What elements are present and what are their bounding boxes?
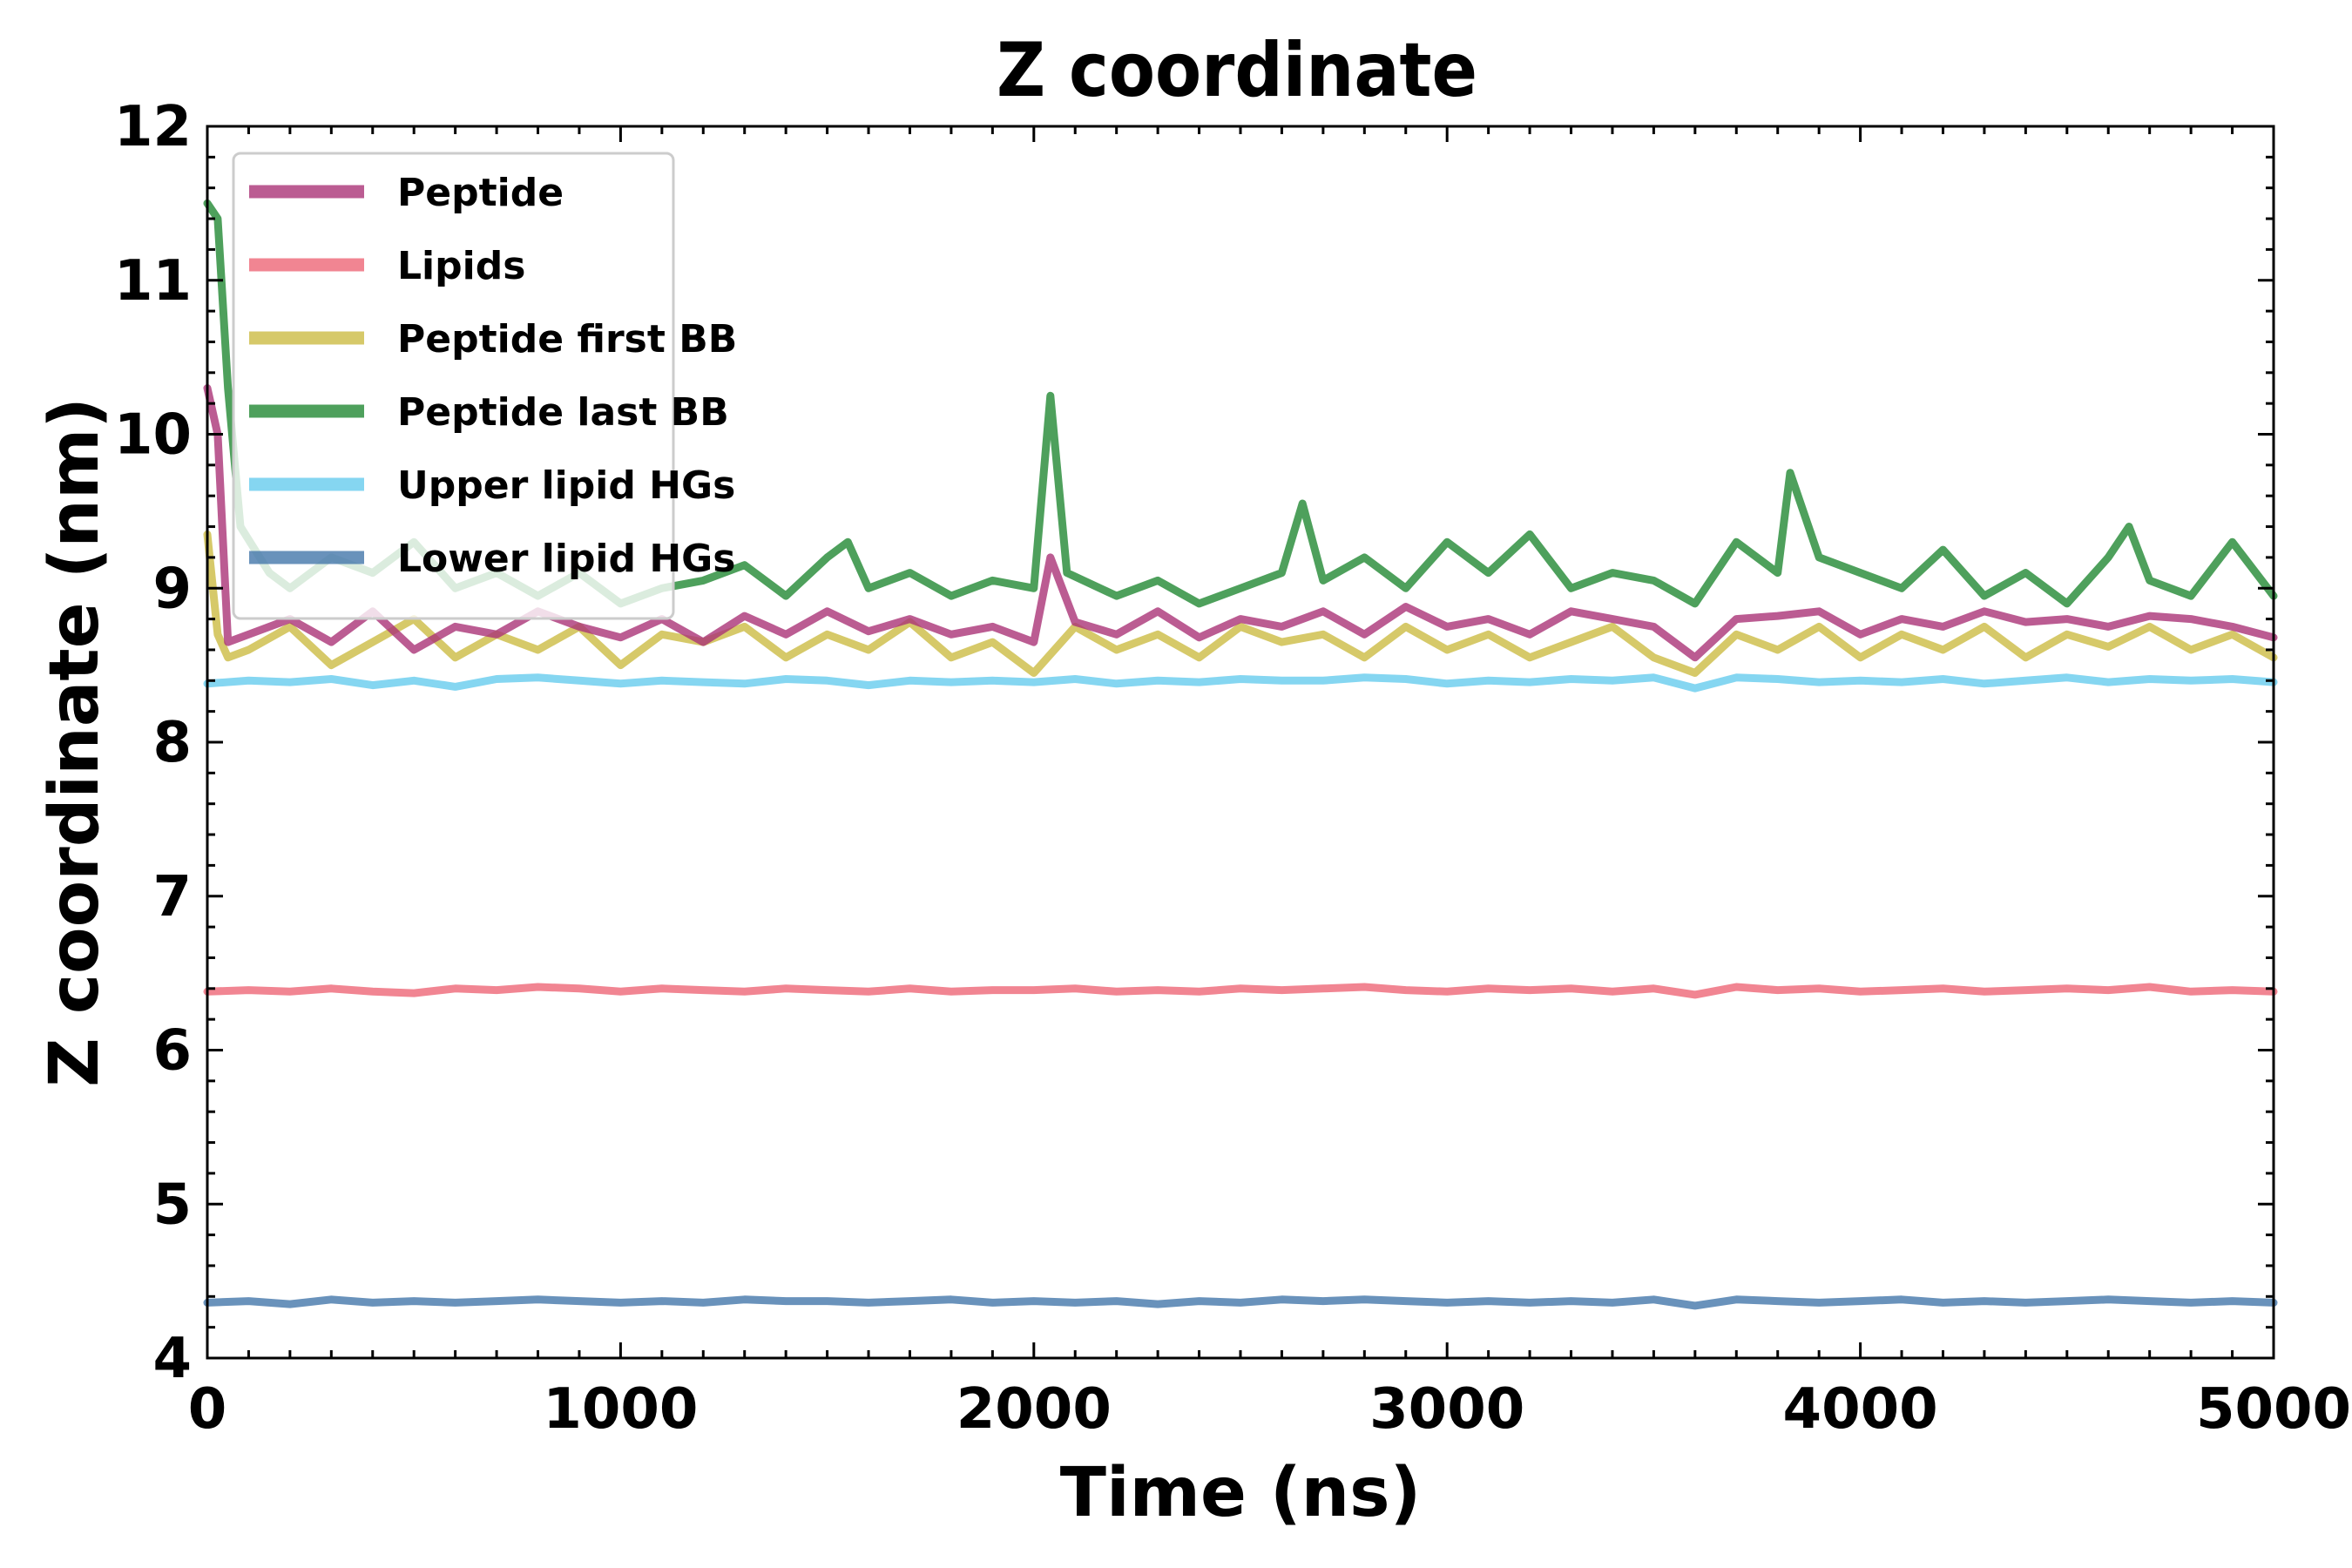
series-line-upper-lipid-hgs	[203, 673, 2278, 693]
tick-layer	[206, 125, 2275, 1360]
x-tick-label: 4000	[1783, 1377, 1938, 1442]
series-line-lipids	[203, 983, 2278, 999]
series-line-lower-lipid-hgs	[203, 1295, 2278, 1310]
y-tick-label: 4	[152, 1327, 192, 1391]
y-tick-label: 5	[152, 1173, 192, 1237]
y-tick-label: 8	[152, 711, 192, 775]
chart-title: Z coordinate	[997, 27, 1477, 114]
y-tick-label: 9	[152, 557, 192, 621]
series-line-peptide	[203, 384, 2278, 662]
legend: Peptide Lipids Peptide first BB Peptide las…	[232, 152, 737, 620]
y-tick-label: 11	[114, 249, 192, 314]
y-tick-label: 12	[114, 95, 192, 159]
x-tick-label: 2000	[956, 1377, 1112, 1442]
tick-label-layer: 0 1000 2000 3000 4000 5000 4 5 6 7 8 9 10 11 12	[114, 95, 2351, 1442]
legend-label: Lipids	[397, 244, 525, 288]
y-tick-label: 7	[152, 865, 192, 929]
x-tick-label: 5000	[2196, 1377, 2351, 1442]
x-tick-label: 3000	[1369, 1377, 1524, 1442]
x-tick-label: 0	[188, 1377, 227, 1442]
legend-label: Peptide first BB	[397, 317, 737, 362]
y-axis-label: Z coordinate (nm)	[36, 397, 114, 1087]
legend-label: Lower lipid HGs	[397, 537, 735, 581]
y-tick-label: 6	[152, 1019, 192, 1084]
x-tick-label: 1000	[543, 1377, 698, 1442]
y-tick-label: 10	[114, 403, 192, 468]
legend-label: Peptide	[397, 171, 564, 215]
x-axis-label: Time (ns)	[1060, 1454, 1422, 1532]
legend-label: Peptide last BB	[397, 390, 729, 435]
legend-label: Upper lipid HGs	[397, 463, 735, 508]
series-line-peptide-first-bb	[203, 530, 2278, 677]
